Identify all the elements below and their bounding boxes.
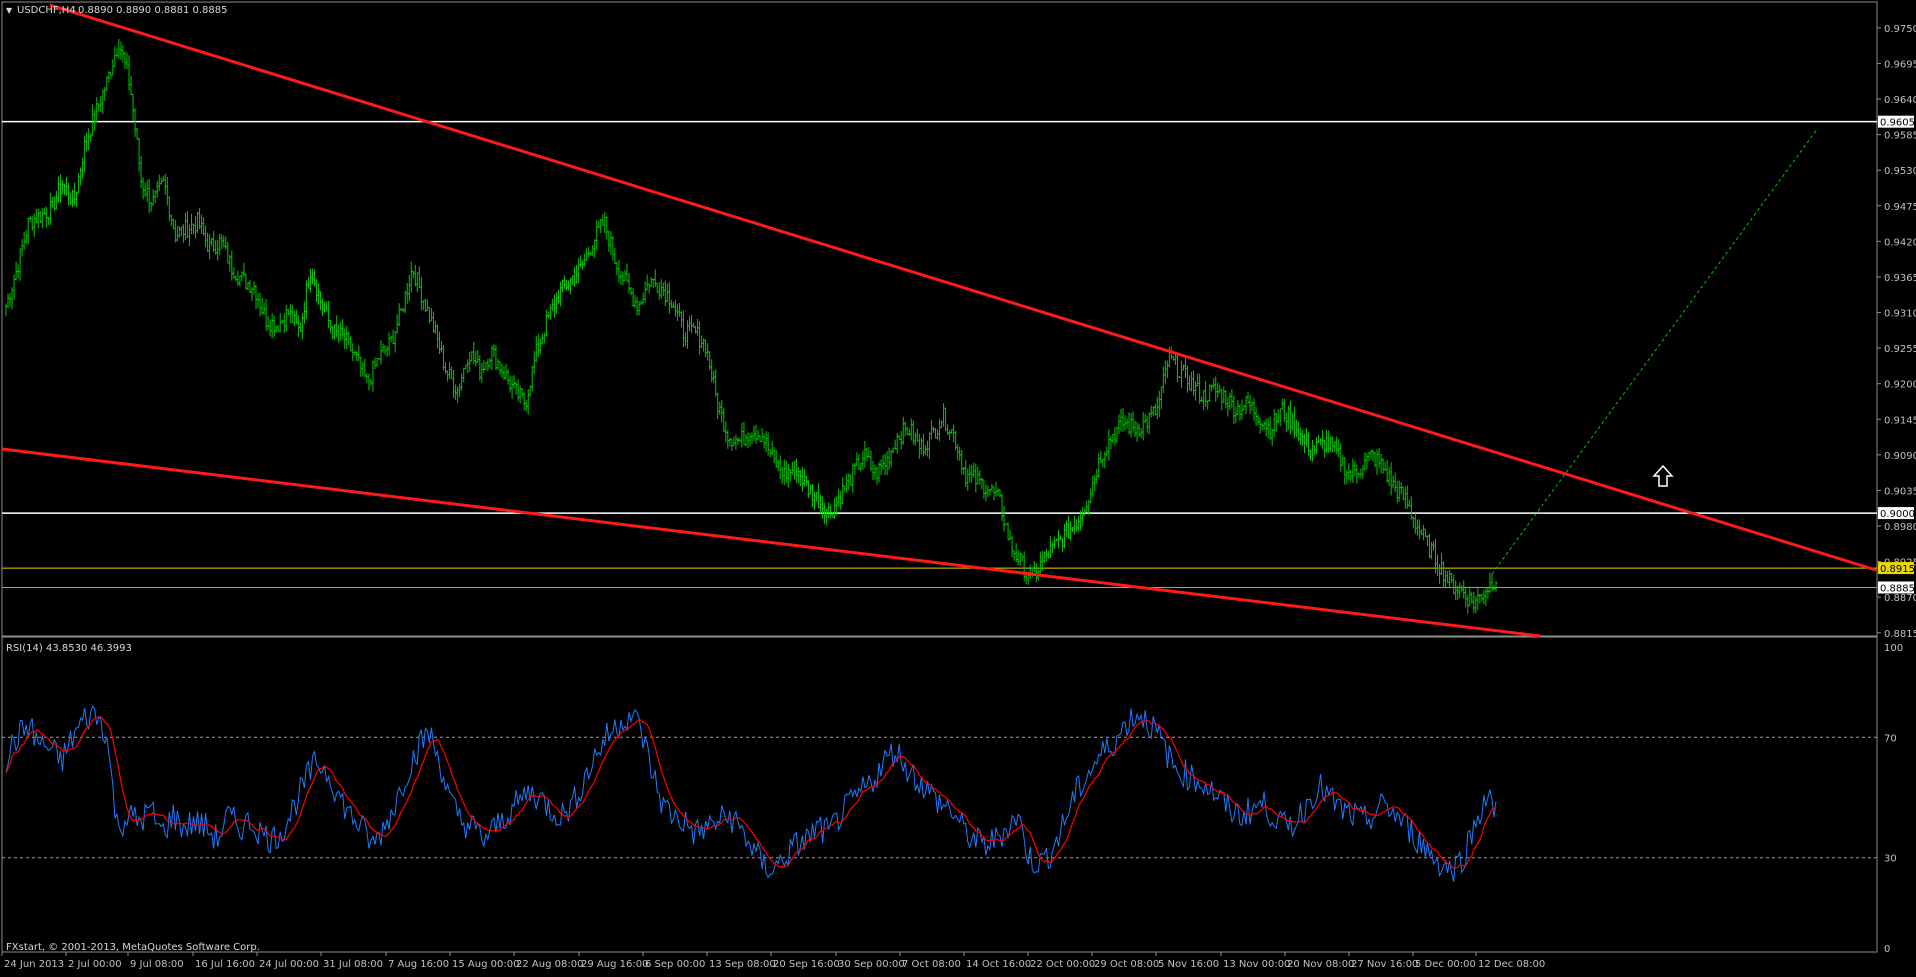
price-tick-label: 0.9310 (1884, 309, 1916, 320)
price-panel-frame (1, 1, 1878, 637)
rsi-signal-line (5, 716, 1497, 869)
rsi-axis: 100 70 30 0 (1884, 643, 1903, 955)
price-tick-label: 0.9035 (1884, 486, 1916, 497)
symbol-title: USDCHF,H4 (17, 5, 76, 16)
time-tick-label: 15 Aug 00:00 (452, 959, 519, 970)
price-tick-label: 0.8815 (1884, 629, 1916, 640)
time-tick-label: 29 Oct 08:00 (1094, 959, 1159, 970)
time-tick-label: 14 Oct 16:00 (966, 959, 1031, 970)
ohlc-values: 0.8890 0.8890 0.8881 0.8885 (78, 5, 228, 16)
time-tick-label: 22 Aug 08:00 (516, 959, 583, 970)
price-tick-label: 0.9695 (1884, 59, 1916, 70)
rsi-tick-label: 0 (1884, 944, 1890, 955)
price-tick-label: 0.9750 (1884, 24, 1916, 35)
time-tick-label: 22 Oct 00:00 (1030, 959, 1095, 970)
projection-line[interactable] (1491, 127, 1819, 575)
price-tick-label: 0.9475 (1884, 202, 1916, 213)
upper-trendline[interactable] (49, 3, 1877, 572)
price-tick-label: 0.9585 (1884, 131, 1916, 142)
price-tick-label: 0.8980 (1884, 522, 1916, 533)
menu-glyph[interactable]: ▼ (6, 6, 13, 15)
time-tick-label: 7 Oct 08:00 (902, 959, 961, 970)
price-tick-label: 0.8870 (1884, 593, 1916, 604)
time-tick-label: 13 Nov 00:00 (1223, 959, 1290, 970)
price-tick-label: 0.9420 (1884, 237, 1916, 248)
svg-text:0.9000: 0.9000 (1880, 509, 1915, 520)
price-tick-label: 0.9200 (1884, 380, 1916, 391)
time-tick-label: 27 Nov 16:00 (1351, 959, 1418, 970)
rsi-tick-label: 100 (1884, 643, 1903, 654)
yellow-level-tag: 0.8915 (1878, 562, 1915, 575)
time-tick-label: 5 Nov 16:00 (1158, 959, 1219, 970)
time-tick-label: 13 Sep 08:00 (709, 959, 776, 970)
copyright-text: FXstart, © 2001-2013, MetaQuotes Softwar… (6, 942, 260, 953)
time-tick-label: 24 Jul 00:00 (259, 959, 319, 970)
time-tick-label: 7 Aug 16:00 (388, 959, 449, 970)
rsi-panel-frame (1, 636, 1878, 953)
middle-level-tag: 0.9000 (1878, 507, 1915, 520)
price-axis: 0.9750 0.9695 0.9640 0.9585 0.9530 0.9475 0.94… (1877, 24, 1916, 640)
up-arrow-icon[interactable] (1652, 464, 1674, 487)
rsi-tick-label: 30 (1884, 854, 1897, 865)
time-tick-label: 12 Dec 08:00 (1478, 959, 1545, 970)
time-tick-label: 29 Aug 16:00 (581, 959, 648, 970)
svg-text:0.8885: 0.8885 (1880, 583, 1915, 594)
time-axis: 24 Jun 2013 2 Jul 00:00 9 Jul 08:00 16 Jul … (1, 952, 1545, 970)
price-tick-label: 0.9640 (1884, 95, 1916, 106)
time-tick-label: 6 Sep 00:00 (645, 959, 705, 970)
lower-trendline[interactable] (1, 447, 1541, 638)
rsi-tick-label: 70 (1884, 733, 1897, 744)
bid-price-tag: 0.8885 (1878, 581, 1915, 594)
time-tick-label: 2 Jul 00:00 (68, 959, 122, 970)
price-tick-label: 0.9365 (1884, 273, 1916, 284)
price-tick-label: 0.9255 (1884, 344, 1916, 355)
svg-text:0.9605: 0.9605 (1880, 118, 1915, 129)
time-tick-label: 5 Dec 00:00 (1415, 959, 1476, 970)
time-tick-label: 20 Nov 08:00 (1287, 959, 1354, 970)
svg-text:0.8915: 0.8915 (1880, 564, 1915, 575)
time-tick-label: 24 Jun 2013 (4, 959, 64, 970)
time-tick-label: 20 Sep 16:00 (773, 959, 840, 970)
price-bars (4, 38, 1498, 614)
price-tick-label: 0.9530 (1884, 166, 1916, 177)
price-tick-label: 0.9090 (1884, 451, 1916, 462)
time-tick-label: 16 Jul 16:00 (195, 959, 255, 970)
rsi-line (5, 705, 1497, 882)
upper-level-tag: 0.9605 (1878, 115, 1915, 129)
time-tick-label: 30 Sep 00:00 (838, 959, 905, 970)
price-tick-label: 0.9145 (1884, 415, 1916, 426)
time-tick-label: 9 Jul 08:00 (130, 959, 184, 970)
rsi-header: RSI(14) 43.8530 46.3993 (6, 643, 132, 654)
time-tick-label: 31 Jul 08:00 (323, 959, 383, 970)
